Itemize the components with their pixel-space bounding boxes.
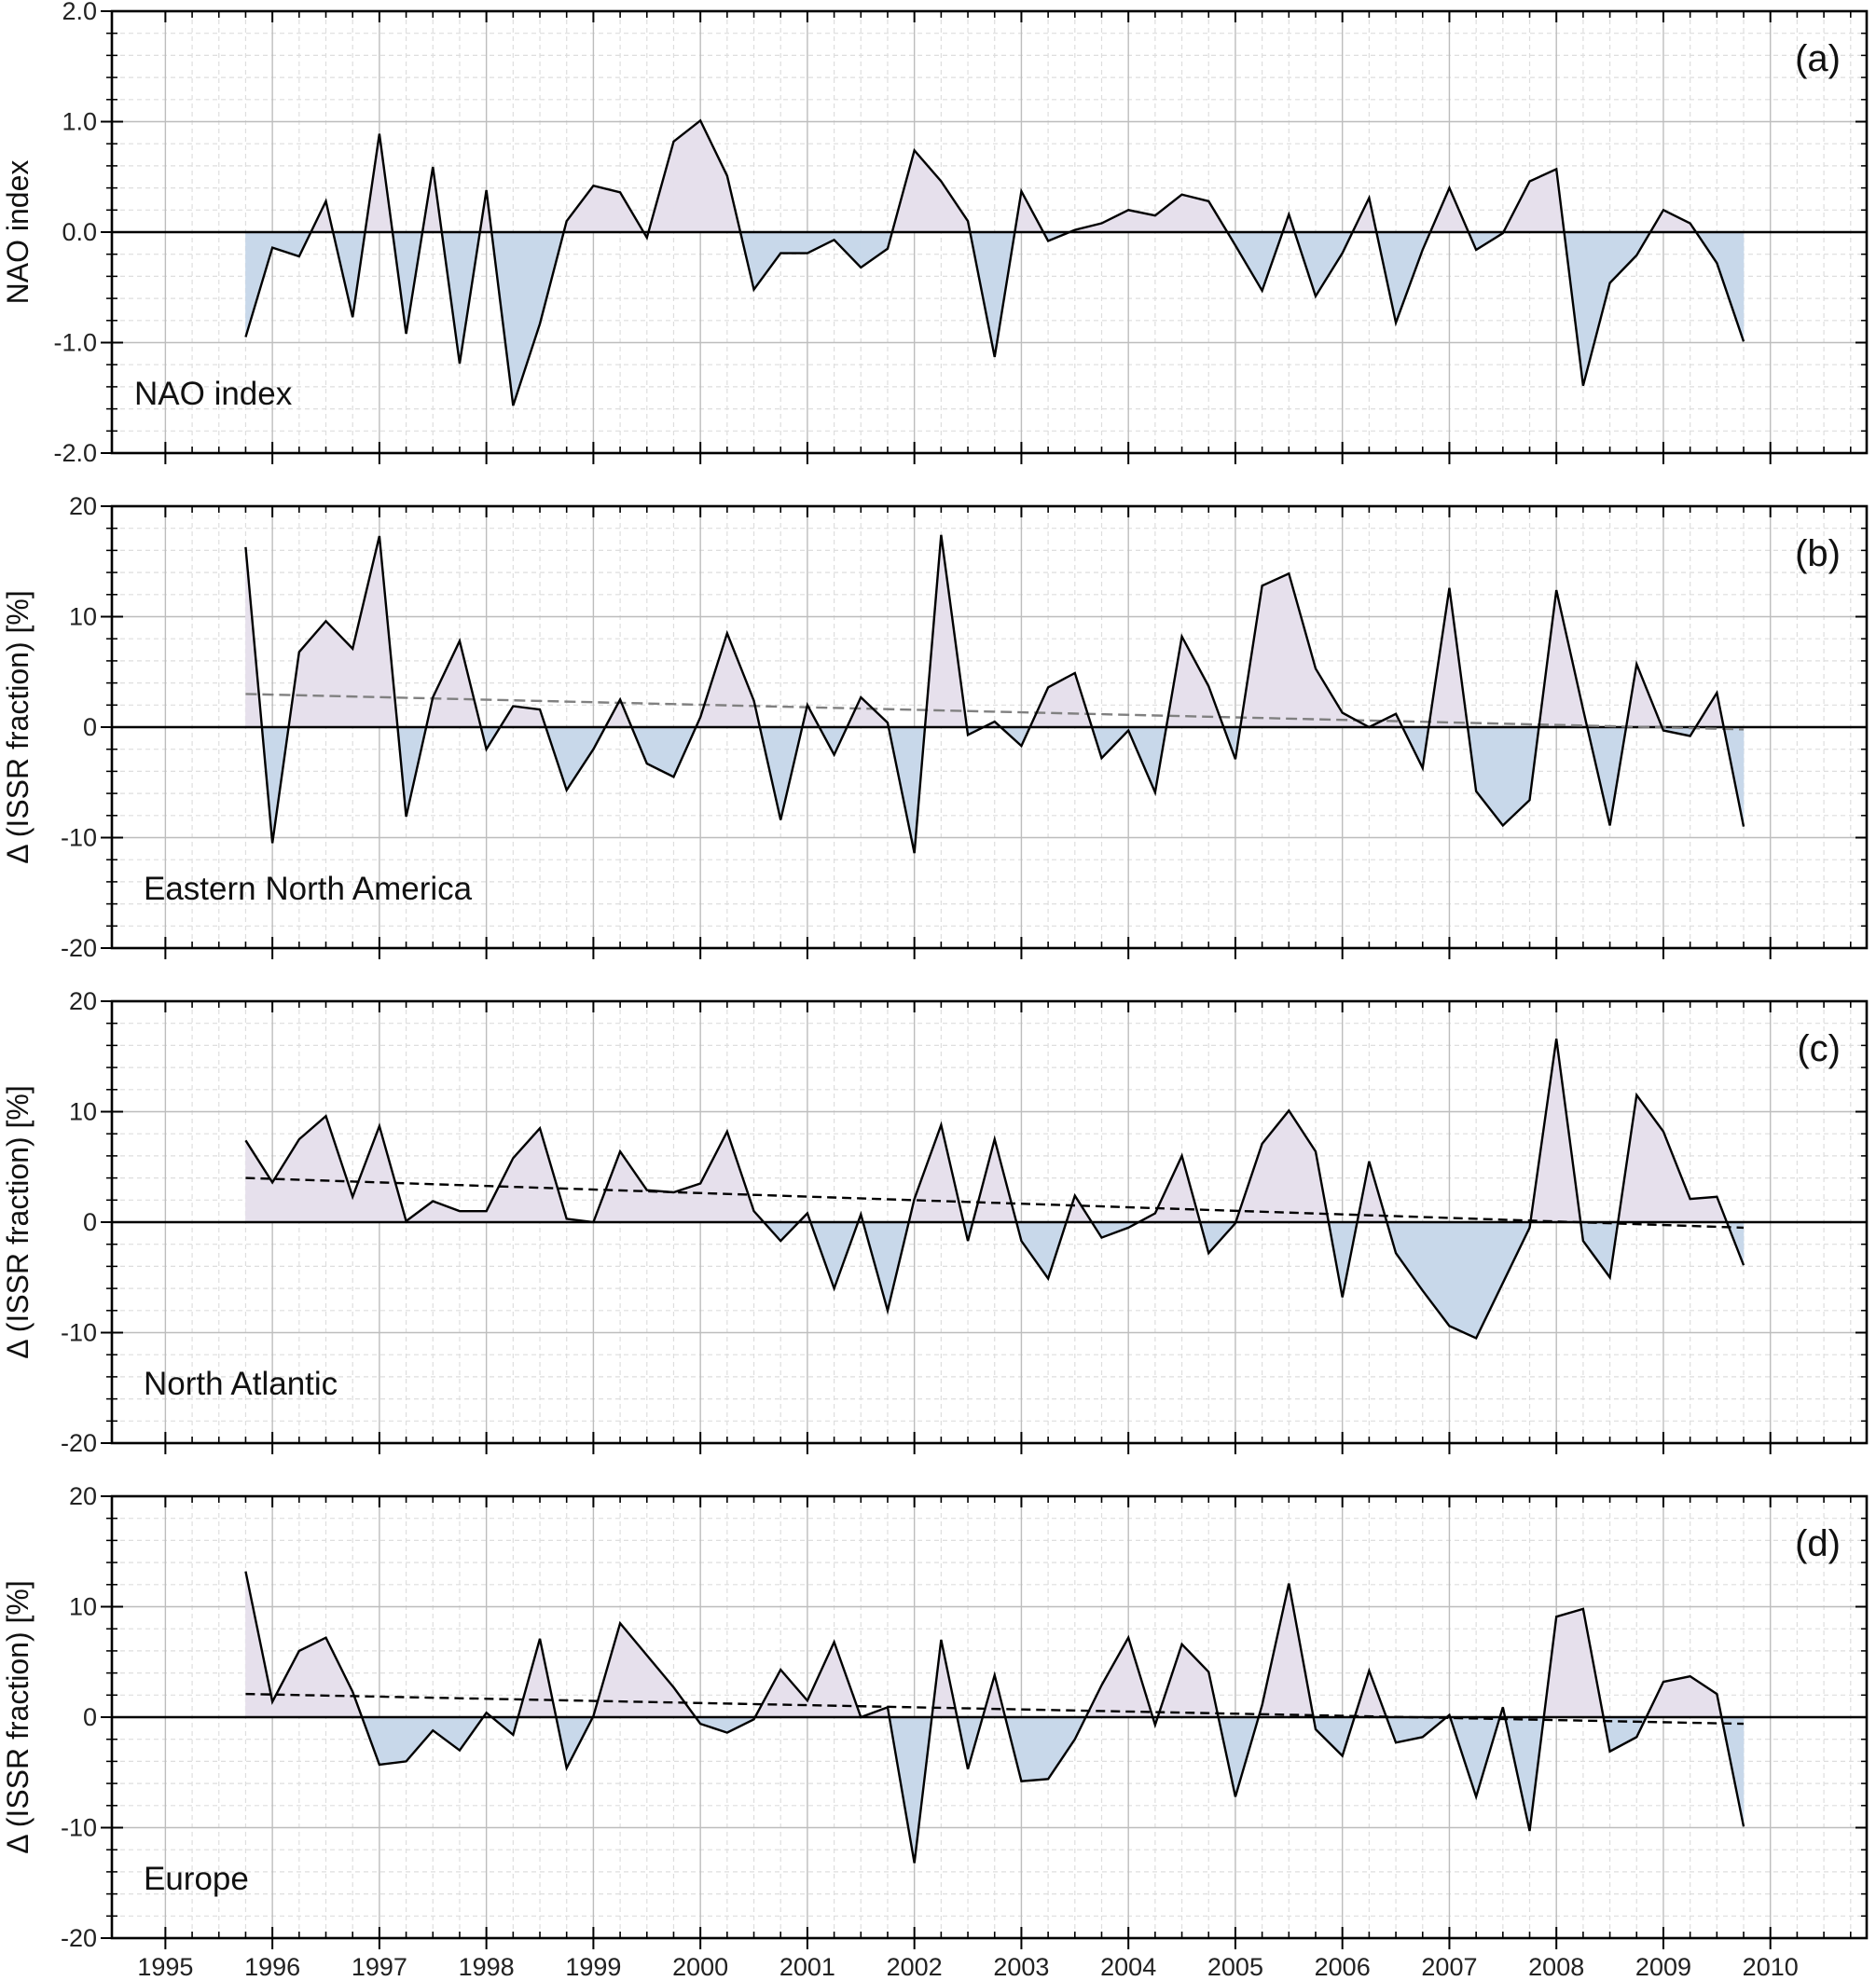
x-tick-label: 2008 <box>1528 1953 1584 1981</box>
region-label: NAO index <box>134 376 293 412</box>
y-tick-label: 20 <box>69 987 97 1015</box>
y-tick-label: -20 <box>61 1429 97 1457</box>
y-tick-label: -1.0 <box>53 329 97 357</box>
positive-area <box>459 1210 487 1223</box>
y-tick-label: 0.0 <box>62 218 97 246</box>
positive-area <box>593 185 621 233</box>
trend-line <box>245 1176 1745 1230</box>
panel-label: (d) <box>1795 1523 1841 1564</box>
panel-label: (a) <box>1795 38 1841 79</box>
y-tick-label: 10 <box>69 603 97 631</box>
panel-label: (c) <box>1797 1028 1841 1069</box>
positive-area <box>1690 1196 1717 1223</box>
y-tick-label: -10 <box>61 824 97 852</box>
y-tick-label: -20 <box>61 934 97 962</box>
x-tick-label: 2001 <box>779 1953 835 1981</box>
y-tick-label: 20 <box>69 492 97 520</box>
y-tick-label: -20 <box>61 1924 97 1952</box>
x-tick-label: 2005 <box>1207 1953 1263 1981</box>
y-tick-label: 0 <box>83 713 97 741</box>
x-tick-label: 2010 <box>1743 1953 1799 1981</box>
x-tick-label: 2002 <box>887 1953 943 1981</box>
panel-3: -20 -10 0 10 20 Δ (ISSR fraction) [%] (d) Europ… <box>1 1482 1869 1952</box>
y-tick-label: -10 <box>61 1319 97 1347</box>
x-tick-label: 1999 <box>565 1953 621 1981</box>
region-label: Europe <box>144 1861 249 1897</box>
negative-area <box>379 1716 407 1766</box>
y-tick-label: 10 <box>69 1593 97 1621</box>
x-tick-label: 1998 <box>459 1953 515 1981</box>
y-axis-label: Δ (ISSR fraction) [%] <box>1 1580 34 1853</box>
y-tick-label: -10 <box>61 1814 97 1842</box>
x-tick-label: 2004 <box>1100 1953 1156 1981</box>
panel-label: (b) <box>1795 533 1841 574</box>
region-label: North Atlantic <box>144 1366 338 1402</box>
trend-line <box>245 1692 1745 1726</box>
positive-area <box>646 1190 674 1223</box>
trend-line <box>245 693 1745 731</box>
y-axis-label: Δ (ISSR fraction) [%] <box>1 1085 34 1358</box>
negative-area <box>1449 1221 1477 1339</box>
x-tick-label: 1997 <box>352 1953 407 1981</box>
x-tick-label: 2003 <box>993 1953 1049 1981</box>
region-label: Eastern North America <box>144 871 473 907</box>
x-tick-label: 2006 <box>1315 1953 1371 1981</box>
x-tick-label: 2007 <box>1421 1953 1477 1981</box>
panel-0: -2.0 -1.0 0.0 1.0 2.0 NAO index (a) NAO index <box>1 0 1869 467</box>
x-tick-label: 2000 <box>672 1953 728 1981</box>
positive-area <box>1662 1675 1690 1718</box>
positive-area <box>1555 1608 1584 1718</box>
panel-2: -20 -10 0 10 20 Δ (ISSR fraction) [%] (c) North… <box>1 987 1869 1457</box>
positive-area <box>1262 572 1290 728</box>
y-tick-label: 0 <box>83 1703 97 1731</box>
negative-area <box>1021 1716 1049 1782</box>
x-tick-label: 2009 <box>1635 1953 1691 1981</box>
x-tick-label: 1996 <box>244 1953 300 1981</box>
y-axis-label: Δ (ISSR fraction) [%] <box>1 590 34 863</box>
y-tick-label: 10 <box>69 1098 97 1126</box>
y-tick-label: -2.0 <box>53 439 97 467</box>
y-tick-label: 20 <box>69 1482 97 1510</box>
negative-area <box>779 231 808 254</box>
y-tick-label: 1.0 <box>62 108 97 136</box>
y-axis-label: NAO index <box>1 160 34 305</box>
panel-1: -20 -10 0 10 20 Δ (ISSR fraction) [%] (b) Easte… <box>1 492 1869 962</box>
y-tick-label: 0 <box>83 1208 97 1236</box>
x-tick-label: 1995 <box>137 1953 193 1981</box>
y-tick-label: 2.0 <box>62 0 97 25</box>
